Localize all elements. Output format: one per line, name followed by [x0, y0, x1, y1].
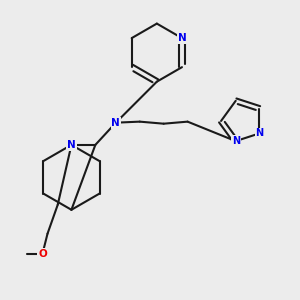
Text: N: N: [255, 128, 263, 138]
Text: O: O: [38, 249, 47, 259]
Text: N: N: [232, 136, 240, 146]
Text: N: N: [112, 118, 120, 128]
Text: N: N: [67, 140, 76, 150]
Text: N: N: [178, 33, 186, 43]
